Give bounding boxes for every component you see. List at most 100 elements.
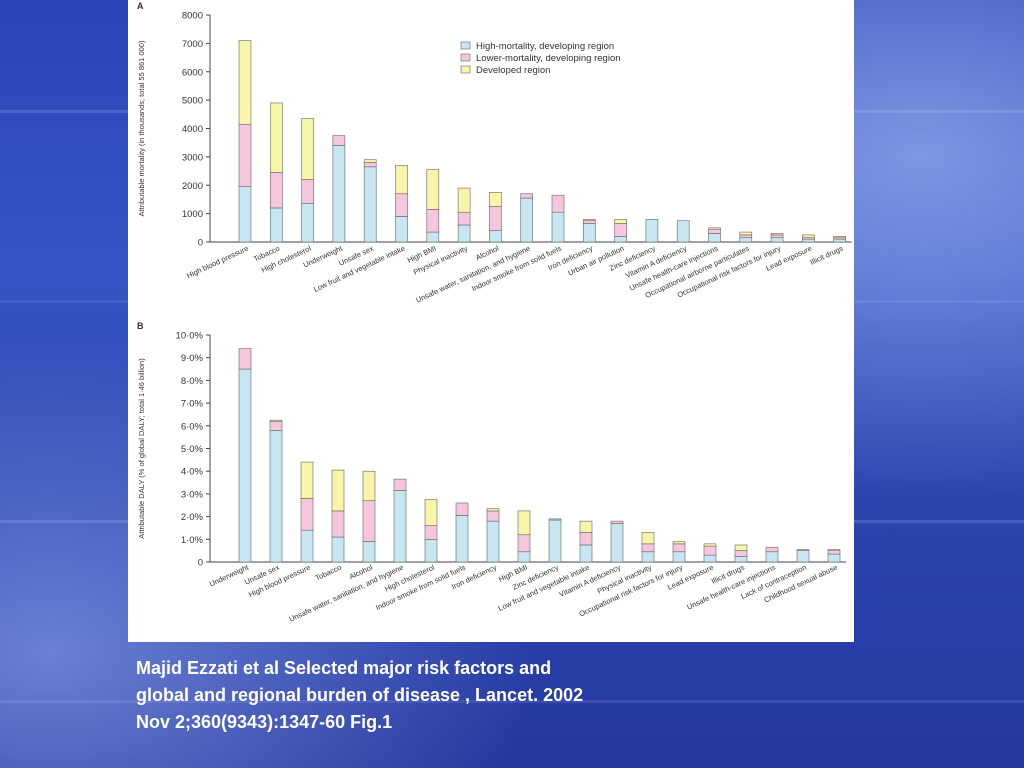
chart-b-bar-segment: [455, 502, 469, 516]
chart-b-bar-segment: [579, 544, 593, 563]
chart-b-bar-segment: [486, 520, 500, 563]
chart-a-bar-segment: [395, 216, 408, 243]
chart-b-bar-segment: [517, 534, 531, 553]
chart-a-bar-segment: [363, 159, 377, 163]
chart-b-y-tick-label: 1·0%: [181, 535, 204, 546]
chart-b-bar-segment: [393, 490, 407, 563]
chart-b-y-tick-label: 2·0%: [181, 512, 204, 523]
chart-a-legend-label: Developed region: [476, 65, 550, 76]
chart-b-bar-segment: [734, 556, 748, 563]
chart-a-legend-label: Lower-mortality, developing region: [476, 53, 621, 64]
chart-b-bar-segment: [455, 515, 469, 563]
chart-b-bar-segment: [269, 430, 283, 563]
chart-a-bar-segment: [489, 206, 502, 231]
chart-a-y-tick-label: 5000: [182, 96, 203, 107]
chart-b-bar-segment: [393, 478, 407, 491]
chart-b-bar-segment: [486, 508, 500, 512]
chart-a-category-label: Illicit drugs: [809, 244, 845, 267]
chart-a-bar-segment: [395, 165, 408, 195]
chart-a-bar-segment: [457, 187, 471, 213]
chart-b-bar-segment: [672, 551, 686, 563]
chart-a-y-tick-label: 1000: [182, 209, 203, 220]
chart-a-bar-segment: [770, 234, 784, 239]
chart-b-bar-segment: [734, 550, 748, 557]
chart-b-bar-segment: [300, 529, 314, 563]
chart-b-bar-segment: [765, 551, 779, 563]
chart-a-bar-segment: [238, 186, 252, 243]
chart-b-y-axis-title: Attributable DALY (% of global DALY; tot…: [137, 358, 146, 539]
chart-b-y-tick-label: 10·0%: [176, 331, 204, 342]
chart-a-y-tick-label: 0: [198, 238, 203, 249]
chart-b-bar-segment: [300, 498, 314, 531]
chart-a-bar-segment: [363, 166, 377, 243]
chart-a-bar-segment: [426, 169, 440, 210]
chart-b-bar-segment: [548, 518, 562, 521]
chart-a-bar-segment: [708, 228, 721, 234]
chart-b-bar-segment: [579, 532, 593, 546]
chart-a-bar-segment: [551, 194, 565, 213]
chart-a-bar-segment: [270, 172, 283, 209]
chart-b-bar-segment: [672, 541, 686, 545]
chart-a-y-tick-label: 2000: [182, 181, 203, 192]
chart-b-bar-segment: [703, 554, 717, 563]
chart-b-bar-segment: [796, 549, 810, 551]
chart-b-category-label: Tobacco: [314, 563, 343, 583]
caption-line-3: Nov 2;360(9343):1347-60 Fig.1: [136, 712, 393, 732]
chart-b-y-tick-label: 8·0%: [181, 376, 204, 387]
chart-a-bar-segment: [739, 237, 753, 243]
chart-a-legend-swatch: [460, 53, 471, 62]
chart-b-y-tick-label: 9·0%: [181, 353, 204, 364]
chart-b-bar-segment: [238, 368, 252, 563]
chart-b-bar-segment: [517, 551, 531, 563]
chart-b-bar-segment: [827, 553, 841, 563]
chart-a-bar-segment: [582, 220, 596, 224]
chart-a-bar-segment: [676, 220, 690, 243]
chart-a-bar-segment: [301, 118, 314, 180]
chart-b-bar-segment: [827, 550, 841, 555]
chart-a-bar-segment: [614, 223, 627, 237]
chart-b-bar-segment: [331, 510, 345, 538]
chart-a-bar-segment: [770, 233, 784, 236]
chart-b-bar-segment: [734, 544, 748, 551]
chart-a-bar-segment: [520, 193, 534, 199]
chart-b-bar-segment: [331, 469, 345, 512]
chart-b-bar-segment: [641, 543, 655, 553]
chart-b-bar-segment: [579, 520, 593, 533]
citation-caption: Majid Ezzati et al Selected major risk f…: [136, 655, 776, 736]
chart-a-bar-segment: [301, 179, 314, 204]
chart-a-y-axis-title: Attributable mortality (in thousands; to…: [137, 40, 146, 216]
chart-a-bar-segment: [802, 234, 815, 239]
chart-a-bar-segment: [833, 236, 847, 239]
chart-b-bar-segment: [703, 545, 717, 556]
chart-a-bar-segment: [457, 211, 471, 226]
chart-b-y-tick-label: 5·0%: [181, 444, 204, 455]
chart-b-bar-segment: [331, 536, 345, 563]
chart-a-bar-segment: [238, 40, 252, 125]
chart-b-bar-segment: [517, 510, 531, 536]
chart-a-bar-segment: [708, 233, 721, 243]
chart-a-bar-segment: [363, 162, 377, 168]
chart-b-bar-segment: [610, 523, 624, 563]
chart-a-legend-swatch: [460, 41, 471, 50]
chart-a-bar-segment: [489, 192, 502, 207]
chart-b-bar-segment: [548, 519, 562, 563]
chart-b-bar-segment: [486, 510, 500, 522]
chart-b-bar-segment: [827, 549, 841, 551]
caption-line-2: global and regional burden of disease , …: [136, 685, 584, 705]
chart-a-legend-swatch: [460, 65, 471, 74]
chart-a-bar-segment: [332, 135, 346, 146]
chart-a-bar-segment: [520, 197, 534, 243]
chart-a-bar-segment: [739, 234, 753, 239]
chart-a-y-tick-label: 8000: [182, 11, 203, 22]
chart-a-bar-segment: [582, 219, 596, 222]
chart-b-bar-segment: [672, 543, 686, 553]
chart-a-category-label: High blood pressure: [185, 244, 250, 281]
chart-a-bar-segment: [426, 231, 440, 243]
chart-a-bar-segment: [582, 223, 596, 243]
chart-b-bar-segment: [703, 543, 717, 547]
chart-a-bar-segment: [802, 238, 815, 243]
chart-a-bar-segment: [238, 123, 252, 187]
chart-b-y-tick-label: 4·0%: [181, 467, 204, 478]
chart-b-y-tick-label: 0: [198, 558, 203, 569]
chart-a-bar-segment: [833, 238, 847, 243]
